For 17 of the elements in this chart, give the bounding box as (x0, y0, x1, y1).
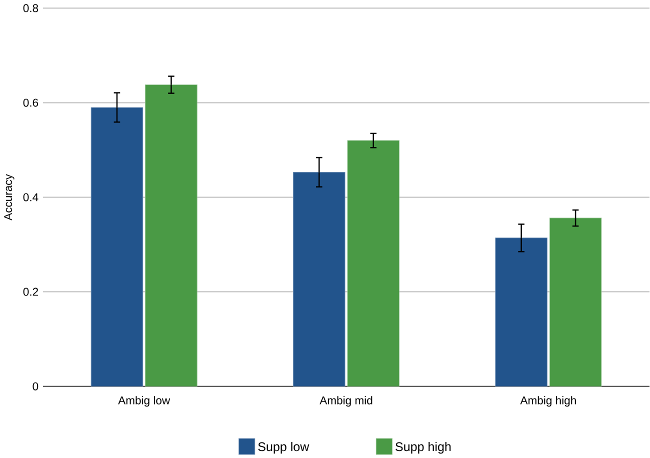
x-tick-label: Ambig high (520, 396, 576, 407)
y-tick-label: 0.4 (23, 193, 38, 202)
x-tick-label: Ambig mid (320, 396, 372, 407)
legend-label: Supp low (258, 442, 310, 454)
y-axis-title: Accuracy (4, 174, 14, 220)
bar (347, 140, 400, 387)
bar (90, 107, 144, 387)
y-tick-label: 0.6 (23, 98, 38, 107)
bar (145, 84, 198, 387)
y-tick-label: 0.8 (23, 4, 38, 12)
bar (495, 238, 548, 387)
bar (293, 172, 346, 387)
legend-label: Supp high (396, 442, 451, 454)
y-tick-label: 0 (32, 382, 38, 390)
x-tick-label: Ambig low (118, 396, 170, 407)
y-tick-label: 0.2 (23, 288, 38, 296)
bar (549, 218, 602, 387)
